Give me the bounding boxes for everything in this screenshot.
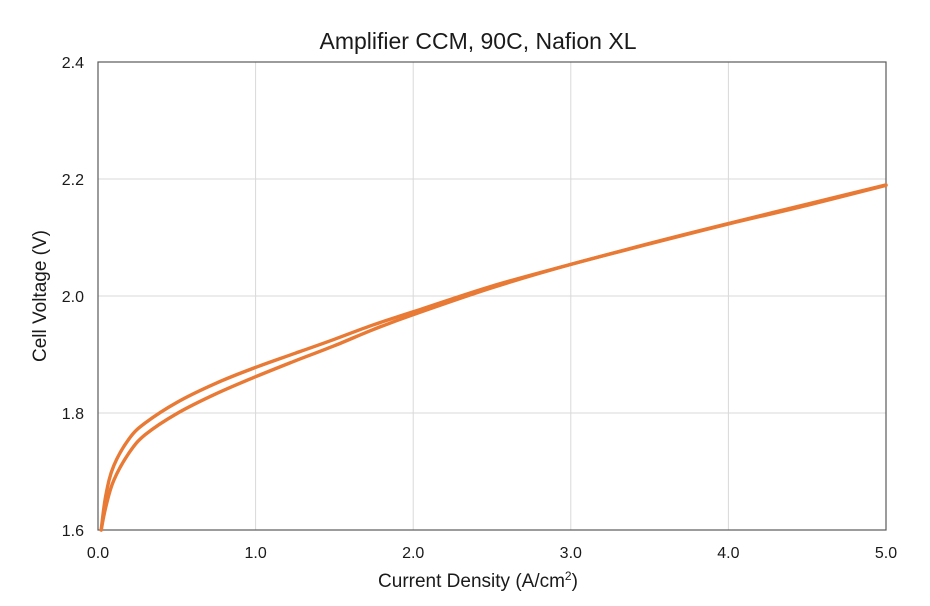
x-tick-label: 5.0 bbox=[875, 545, 897, 562]
x-tick-label: 2.0 bbox=[402, 545, 424, 562]
x-axis-label-suffix: ) bbox=[572, 571, 578, 592]
series-layer bbox=[99, 183, 888, 532]
y-axis-label: Cell Voltage (V) bbox=[30, 230, 51, 362]
gridlines bbox=[98, 62, 886, 530]
y-tick-label: 2.2 bbox=[62, 172, 84, 189]
series-line-2 bbox=[99, 183, 888, 532]
x-tick-label: 0.0 bbox=[87, 545, 109, 562]
x-tick-label: 3.0 bbox=[560, 545, 582, 562]
x-tick-label: 1.0 bbox=[244, 545, 266, 562]
x-tick-label: 4.0 bbox=[717, 545, 739, 562]
y-tick-label: 1.8 bbox=[62, 406, 84, 423]
y-tick-label: 2.0 bbox=[62, 289, 84, 306]
tick-labels: 0.0 1.0 2.0 3.0 4.0 5.0 1.6 1.8 2.0 2.2 2.4 bbox=[62, 55, 897, 562]
chart-title: Amplifier CCM, 90C, Nafion XL bbox=[320, 28, 637, 54]
y-tick-label: 1.6 bbox=[62, 523, 84, 540]
series-line-1 bbox=[99, 183, 888, 532]
x-axis-label: Current Density (A/cm2) bbox=[378, 569, 578, 592]
x-axis-label-main: Current Density (A/cm bbox=[378, 571, 565, 592]
y-tick-label: 2.4 bbox=[62, 55, 84, 72]
plot-area-frame bbox=[97, 61, 887, 531]
x-axis-label-superscript: 2 bbox=[565, 569, 572, 583]
